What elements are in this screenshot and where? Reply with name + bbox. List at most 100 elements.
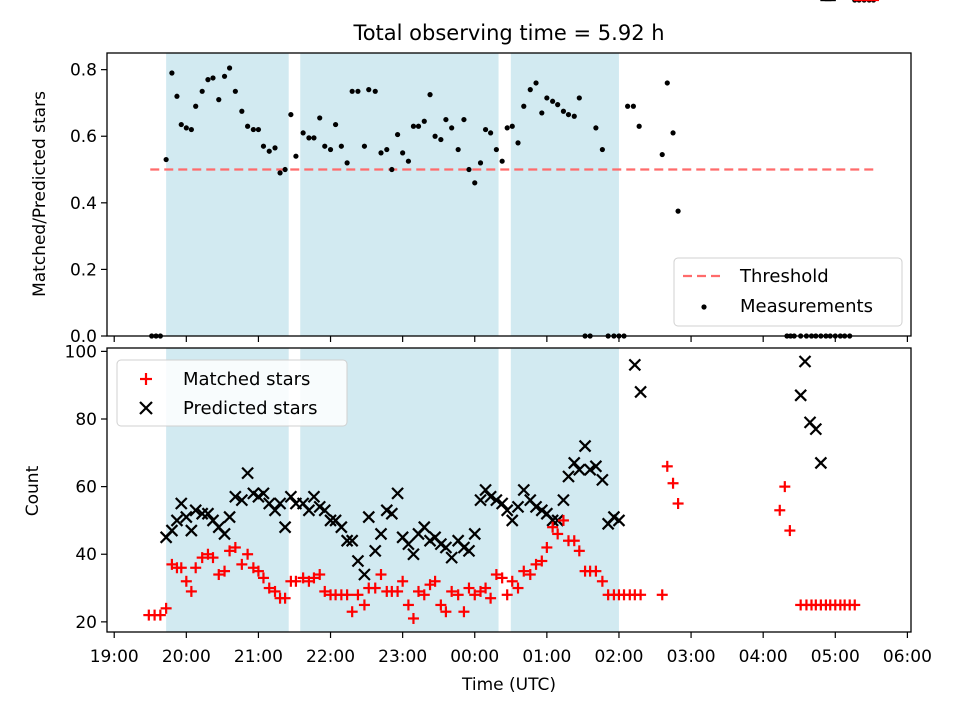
x-tick-label: 06:00 xyxy=(883,647,932,667)
matched-point xyxy=(849,599,861,611)
measurement-point xyxy=(384,146,390,153)
matched-point xyxy=(397,575,409,587)
measurement-point xyxy=(443,116,449,123)
predicted-point xyxy=(634,385,647,399)
measurement-point xyxy=(327,146,334,153)
shaded-interval xyxy=(510,53,619,336)
legend-predicted-swatch xyxy=(139,401,153,415)
measurement-point xyxy=(449,125,455,131)
matched-point xyxy=(413,585,425,597)
predicted-point xyxy=(165,524,179,537)
measurement-point xyxy=(378,150,384,156)
measurement-point xyxy=(260,143,267,149)
matched-point xyxy=(557,514,569,526)
matched-point xyxy=(667,477,679,489)
measurement-point xyxy=(163,156,169,163)
predicted-point xyxy=(180,510,193,524)
matched-point xyxy=(469,589,481,601)
measurement-point xyxy=(183,125,189,131)
matched-point xyxy=(160,602,172,614)
predicted-point xyxy=(484,490,497,504)
measurement-point xyxy=(664,80,670,86)
predicted-point xyxy=(268,504,282,517)
matched-point xyxy=(496,572,508,584)
top-y-ticks: 0.0 0.2 0.4 0.6 0.8 xyxy=(70,61,107,347)
measurement-point xyxy=(515,140,521,146)
measurement-point xyxy=(199,88,205,94)
measurement-point xyxy=(593,125,599,131)
top-panel-frame xyxy=(106,52,912,337)
predicted-point xyxy=(809,422,823,436)
top-x-ticks xyxy=(113,336,908,342)
y-tick-label: 0.0 xyxy=(70,327,97,347)
predicted-point xyxy=(439,541,453,554)
measurement-point xyxy=(499,158,505,164)
matched-point xyxy=(429,575,441,587)
measurement-point xyxy=(306,135,312,141)
measurement-point xyxy=(455,146,461,153)
predicted-point xyxy=(358,568,371,581)
measurement-point xyxy=(410,123,417,129)
matched-point xyxy=(236,558,248,570)
predicted-point xyxy=(794,389,807,402)
predicted-point xyxy=(257,487,270,500)
measurement-point xyxy=(174,93,180,99)
measurement-point xyxy=(438,136,444,143)
measurement-point xyxy=(477,160,484,166)
predicted-point xyxy=(402,537,415,551)
measurement-point xyxy=(427,92,433,98)
matched-point xyxy=(392,585,404,597)
predicted-point xyxy=(374,527,388,541)
y-tick-label: 0.6 xyxy=(70,127,97,147)
matched-point xyxy=(175,562,187,574)
measurement-point xyxy=(659,151,665,158)
x-tick-label: 04:00 xyxy=(739,647,788,667)
predicted-point xyxy=(628,358,642,372)
matched-point xyxy=(590,565,602,577)
bottom-legend: Matched stars Predicted stars xyxy=(116,359,348,427)
measurement-point xyxy=(415,123,422,129)
shaded-interval xyxy=(510,348,619,632)
top-shading xyxy=(166,53,619,336)
top-legend: Threshold Measurements xyxy=(673,257,903,327)
predicted-point xyxy=(573,463,586,476)
predicted-point xyxy=(589,460,603,473)
predicted-point xyxy=(495,497,509,510)
predicted-point xyxy=(462,544,476,558)
measurement-point xyxy=(169,70,175,76)
measurement-point xyxy=(210,75,216,81)
predicted-point xyxy=(170,514,184,527)
measurement-point xyxy=(317,115,323,121)
measurement-point xyxy=(466,166,472,173)
predicted-point xyxy=(273,497,287,510)
measurement-point xyxy=(550,98,556,104)
measurement-point xyxy=(630,103,636,109)
predicted-point xyxy=(612,514,626,527)
y-tick-label: 40 xyxy=(75,545,97,565)
bottom-panel: 20 40 60 80 100 19:00 20:00 21:00 22:00 23:00 00:… xyxy=(23,0,932,695)
matched-point xyxy=(224,545,236,557)
matched-point xyxy=(257,572,269,584)
matched-point xyxy=(547,521,559,533)
measurement-point xyxy=(178,121,184,128)
matched-point xyxy=(375,569,387,581)
predicted-point xyxy=(385,507,399,520)
measurement-point xyxy=(372,88,378,94)
matched-point xyxy=(196,552,208,564)
legend-measurements-swatch xyxy=(701,304,707,310)
matched-point xyxy=(635,589,647,601)
predicted-point xyxy=(223,510,236,524)
matched-point xyxy=(458,606,470,618)
predicted-point xyxy=(578,439,592,453)
measurement-point xyxy=(544,95,550,101)
predicted-point xyxy=(335,520,348,534)
measurement-point xyxy=(472,180,478,186)
predicted-point xyxy=(201,507,215,520)
matched-point xyxy=(252,565,264,577)
matched-point xyxy=(229,541,241,553)
measurement-point xyxy=(250,126,256,133)
measurement-point xyxy=(332,121,339,128)
matched-point xyxy=(661,460,673,472)
matched-point xyxy=(308,572,320,584)
measurement-point xyxy=(232,88,238,94)
